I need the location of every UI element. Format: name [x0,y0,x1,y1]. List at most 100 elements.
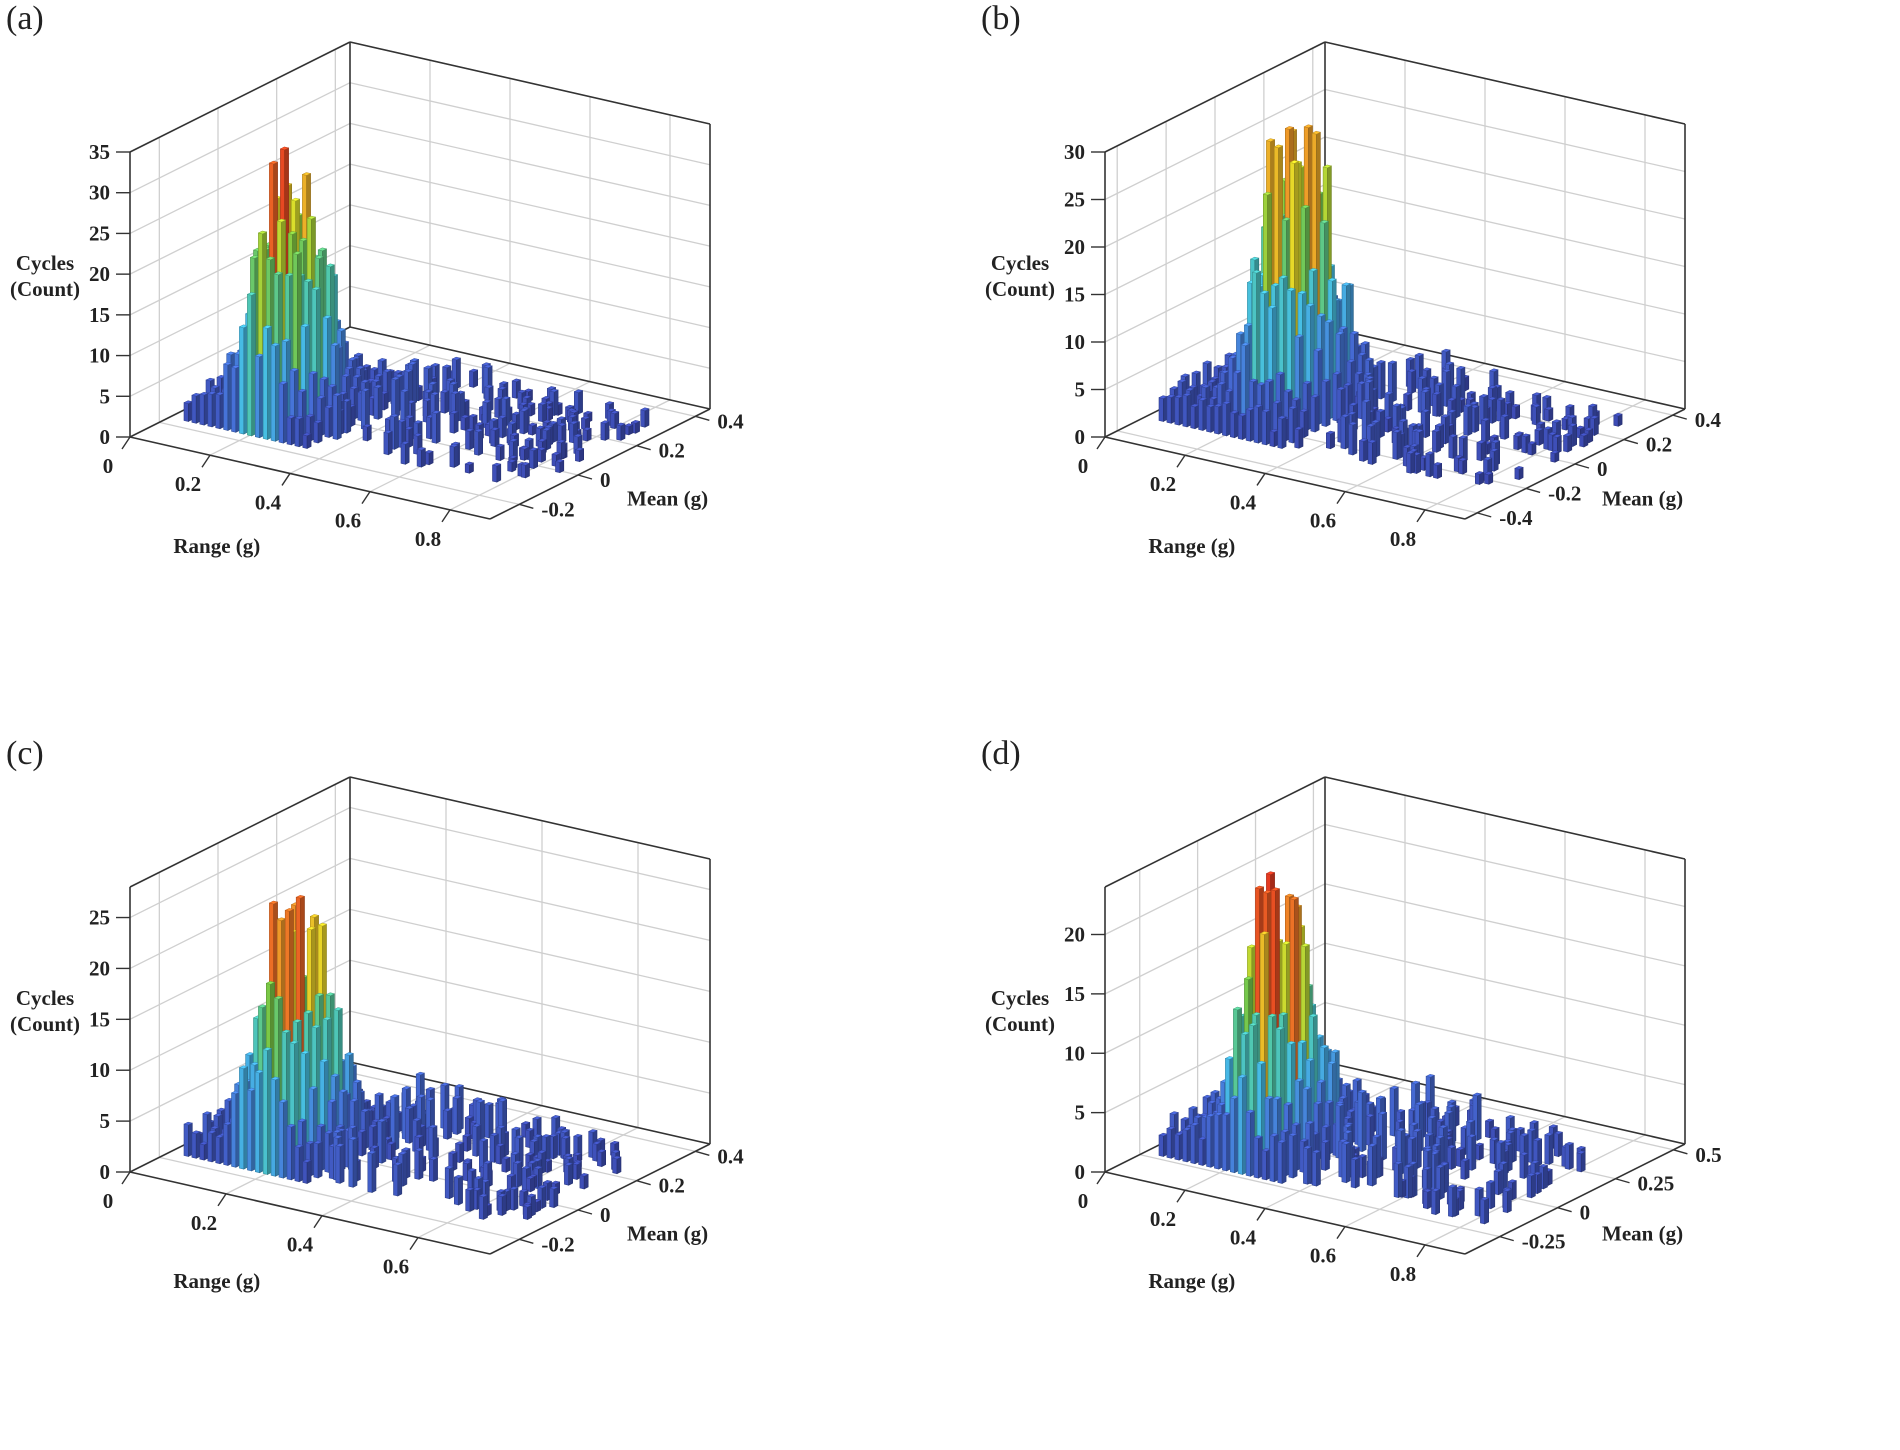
bar [1351,1157,1359,1188]
z-tick-label: 15 [89,1007,110,1031]
bar [625,424,633,435]
bar-front [526,1130,530,1148]
bar-side [1531,1174,1535,1198]
bar-side [1508,1143,1512,1171]
bar [1481,418,1489,442]
bar [450,411,458,434]
bar-side [503,416,507,438]
bar [232,365,240,432]
bar-front [1577,1153,1581,1172]
bar-front [271,345,275,441]
bar [429,1125,437,1161]
bar-side [405,442,409,464]
bar-front [1222,403,1226,436]
z-tick-label: 10 [1064,1041,1085,1065]
z-tick-label: 35 [89,140,110,164]
bar [336,1144,344,1184]
bar-front [469,371,473,387]
z-tick-label: 5 [1075,1101,1086,1125]
bar [1485,472,1493,484]
bar-side [1491,1181,1495,1209]
bar-front [611,413,615,429]
bar-front [453,1098,457,1135]
grid-line [1325,825,1685,907]
bar-front [1475,473,1479,484]
bar-front [450,413,454,434]
bar [287,1124,295,1180]
chart-svg: 05101520253000.20.40.60.8-0.4-0.200.20.4… [975,0,1900,715]
grid-line [130,83,350,193]
bar-side [372,1152,376,1193]
bar-side [1589,429,1593,443]
bar [394,1162,402,1196]
bar-side [645,409,649,428]
bars [1159,125,1622,485]
bar-side [1516,405,1520,419]
bar [601,421,609,441]
bar [1545,1133,1553,1165]
x-tick [1097,1172,1105,1184]
bar-front [417,449,421,467]
bar [1384,416,1392,432]
bar-front [1230,413,1234,438]
bar [1175,395,1183,425]
bar-front [529,450,533,469]
bar-front [1580,435,1584,447]
bar-side [1417,453,1421,473]
bar-front [1362,401,1366,443]
z-tick-label: 5 [1075,378,1086,402]
bar [528,423,536,435]
bar [1207,404,1215,432]
x-tick-label: 0.6 [1310,509,1336,533]
bar [1214,404,1222,434]
bar-side [337,394,341,440]
bar-front [1532,406,1536,425]
bar-front [1358,1092,1362,1152]
bar [1527,1173,1535,1198]
x-tick-label: 0.6 [335,509,361,533]
bar-front [1366,1116,1370,1146]
bar-side [1505,415,1509,439]
bar [443,1108,451,1139]
bar-side [1326,1141,1330,1171]
bar-front [502,1158,506,1172]
bar [429,1157,437,1182]
bar-front [1562,419,1566,431]
bar-front [479,1196,483,1220]
bar-front [1311,397,1315,433]
bar-front [522,1168,526,1191]
z-tick-label: 15 [89,303,110,327]
bar-side [384,392,388,410]
x-tick [218,1194,226,1206]
bar-side [507,1190,511,1211]
bar-side [1557,435,1561,453]
bar [1553,435,1561,454]
bar-front [255,1072,259,1173]
bar [1512,404,1520,419]
bar [550,1186,558,1207]
bar-side [1539,429,1543,446]
bar-front [1545,1135,1549,1165]
bar-side [1437,430,1441,452]
bar-side [1480,1144,1484,1160]
bar-side [307,1161,311,1184]
bar [224,362,232,430]
chart-svg: 0510152025303500.20.40.60.8-0.200.20.4Ra… [0,0,950,715]
y-tick [1624,440,1638,444]
bar-front [443,1110,447,1139]
bar [502,1156,510,1172]
bar-side [1498,1170,1502,1195]
grid-line [1325,185,1685,267]
bar-front [1322,381,1326,427]
bar-front [485,1104,489,1138]
bar-side [329,406,333,437]
x-tick [1097,437,1105,449]
bar-side [1465,1159,1469,1179]
bar-front [1238,415,1242,439]
bar-front [1481,420,1485,442]
y-tick-label: 0 [1597,457,1608,481]
bar-side [1570,1143,1574,1169]
y-tick-label: 0.4 [717,1144,744,1168]
bar-front [520,410,524,434]
bar-side [514,1188,518,1211]
